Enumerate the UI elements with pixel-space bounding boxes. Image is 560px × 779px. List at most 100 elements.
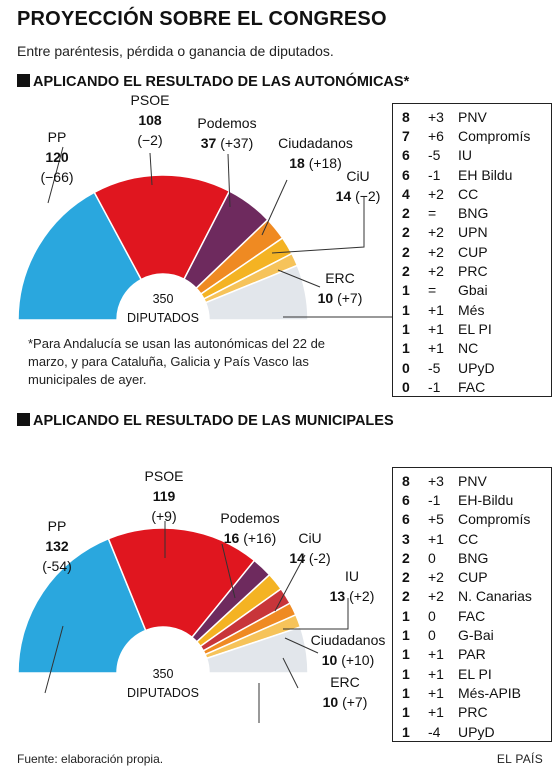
party-label-erc: ERC 10 (+7) xyxy=(300,268,380,308)
cell-change: -5 xyxy=(428,359,441,376)
cell-change: 0 xyxy=(428,627,436,644)
cell-change: -1 xyxy=(428,166,441,183)
cell-seats: 2 xyxy=(402,569,410,586)
cell-change: +1 xyxy=(428,684,444,701)
cell-change: +2 xyxy=(428,185,444,202)
table-row: 1 +1 NC xyxy=(393,339,551,358)
cell-change: +5 xyxy=(428,511,444,528)
cell-change: +1 xyxy=(428,646,444,663)
cell-seats: 6 xyxy=(402,166,410,183)
seat-segment-pp xyxy=(17,537,147,674)
cell-seats: 1 xyxy=(402,684,410,701)
cell-seats: 6 xyxy=(402,511,410,528)
cell-seats: 1 xyxy=(402,320,410,337)
table-row: 2 +2 UPN xyxy=(393,223,551,242)
footnote: *Para Andalucía se usan las autonómicas … xyxy=(28,336,326,387)
party-label-iu: IU 13 (+2) xyxy=(322,566,382,606)
cell-name: PAR xyxy=(458,646,486,663)
party-seats: 10 xyxy=(321,652,338,668)
cell-change: +1 xyxy=(428,320,444,337)
party-seats: 108 xyxy=(138,112,162,128)
cell-name: Compromís xyxy=(458,127,531,144)
table-row: 1 +1 PAR xyxy=(393,645,551,664)
party-label-ciudadanos: Ciudadanos 10 (+10) xyxy=(303,630,393,670)
cell-seats: 1 xyxy=(402,607,410,624)
party-change: (-54) xyxy=(42,558,72,574)
party-label-pp: PP 132 (-54) xyxy=(27,516,87,576)
cell-seats: 2 xyxy=(402,205,410,222)
cell-name: BNG xyxy=(458,549,489,566)
cell-change: +1 xyxy=(428,704,444,721)
cell-name: PNV xyxy=(458,472,487,489)
table-row: 1 +1 Més-APIB xyxy=(393,683,551,702)
page-subtitle: Entre paréntesis, pérdida o ganancia de … xyxy=(17,43,334,59)
footer-source: Fuente: elaboración propia. xyxy=(17,752,164,766)
cell-name: UPN xyxy=(458,224,488,241)
cell-seats: 6 xyxy=(402,147,410,164)
leader-line xyxy=(271,197,365,254)
party-label-pp: PP 120 (−66) xyxy=(27,127,87,187)
table-row: 2 +2 PRC xyxy=(393,261,551,280)
cell-change: +1 xyxy=(428,340,444,357)
cell-seats: 7 xyxy=(402,127,410,144)
cell-name: PNV xyxy=(458,108,487,125)
cell-name: PRC xyxy=(458,263,488,280)
cell-name: CUP xyxy=(458,569,488,586)
center-label-1: 350 DIPUTADOS xyxy=(118,290,208,328)
cell-name: PRC xyxy=(458,704,488,721)
party-change: (+18) xyxy=(308,155,342,171)
cell-change: +6 xyxy=(428,127,444,144)
party-change: (−2) xyxy=(137,132,163,148)
table-row: 6 -1 EH Bildu xyxy=(393,165,551,184)
table-row: 1 +1 Més xyxy=(393,300,551,319)
table-row: 6 -5 IU xyxy=(393,146,551,165)
cell-change: -1 xyxy=(428,378,441,395)
party-name: PSOE xyxy=(130,92,170,108)
page-title: PROYECCIÓN SOBRE EL CONGRESO xyxy=(17,8,387,30)
cell-seats: 3 xyxy=(402,530,410,547)
center-label-2: 350 DIPUTADOS xyxy=(118,665,208,703)
leader-line xyxy=(47,146,64,204)
small-parties-table-municipales: 8 +3 PNV 6 -1 EH-Bildu 6 +5 Compromís 3 +1 CC 2 0 BNG 2… xyxy=(392,467,552,743)
party-change: (+16) xyxy=(243,530,277,546)
cell-seats: 8 xyxy=(402,472,410,489)
table-row: 1 0 FAC xyxy=(393,606,551,625)
leader-line xyxy=(283,598,349,630)
party-change: (+2) xyxy=(349,588,375,604)
table-row: 0 -5 UPyD xyxy=(393,358,551,377)
cell-name: EH Bildu xyxy=(458,166,513,183)
party-seats: 14 xyxy=(289,550,305,566)
footer-brand: EL PAÍS xyxy=(496,752,543,766)
party-name: ERC xyxy=(330,674,360,690)
cell-name: EL PI xyxy=(458,665,492,682)
cell-change: +2 xyxy=(428,263,444,280)
cell-change: 0 xyxy=(428,607,436,624)
party-change: (+10) xyxy=(341,652,375,668)
cell-change: 0 xyxy=(428,549,436,566)
leader-line xyxy=(221,543,236,599)
party-change: (+37) xyxy=(220,135,254,151)
cell-name: CUP xyxy=(458,243,488,260)
party-label-ciu: CiU 14 (-2) xyxy=(280,528,340,568)
center-seats: 350 xyxy=(152,292,174,306)
small-parties-table-autonomicas: 8 +3 PNV 7 +6 Compromís 6 -5 IU 6 -1 EH Bildu 4 +2 CC 2… xyxy=(392,103,552,398)
cell-seats: 2 xyxy=(402,588,410,605)
center-seats: 350 xyxy=(152,667,174,681)
party-change: (−2) xyxy=(355,188,381,204)
table-row: 6 +5 Compromís xyxy=(393,510,551,529)
party-change: (−66) xyxy=(40,169,74,185)
party-name: PP xyxy=(47,129,67,145)
hemicycle-chart-autonomicas xyxy=(17,146,392,321)
cell-seats: 2 xyxy=(402,243,410,260)
cell-change: +1 xyxy=(428,530,444,547)
table-row: 8 +3 PNV xyxy=(393,471,551,490)
cell-name: FAC xyxy=(458,607,486,624)
cell-seats: 1 xyxy=(402,665,410,682)
center-text: DIPUTADOS xyxy=(127,686,199,700)
leader-line xyxy=(277,269,321,288)
cell-name: N. Canarias xyxy=(458,588,532,605)
table-row: 8 +3 PNV xyxy=(393,107,551,126)
cell-seats: 1 xyxy=(402,301,410,318)
table-row: 7 +6 Compromís xyxy=(393,126,551,145)
cell-change: +2 xyxy=(428,569,444,586)
